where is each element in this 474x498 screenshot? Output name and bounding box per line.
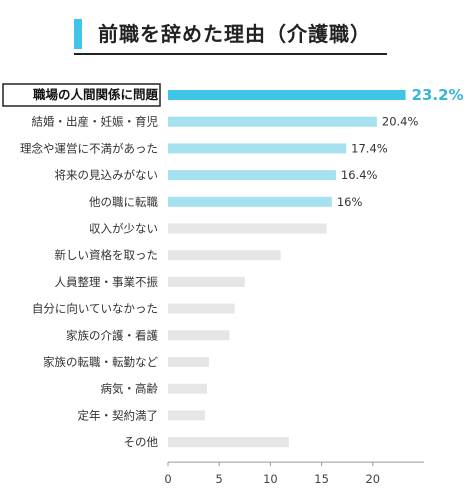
bar-13 [168, 437, 289, 448]
bar-12 [168, 410, 205, 421]
title-accent-bar [74, 19, 82, 49]
category-label-5: 収入が少ない [89, 222, 158, 236]
category-label-7: 人員整理・事業不振 [55, 275, 159, 289]
bar-3 [168, 170, 336, 181]
x-tick-label-1: 5 [216, 472, 223, 486]
x-tick-label-0: 0 [164, 472, 171, 486]
category-label-13: その他 [124, 435, 159, 449]
category-label-11: 病気・高齢 [101, 382, 159, 396]
x-tick-label-4: 20 [365, 472, 380, 486]
category-label-1: 結婚・出産・妊娠・育児 [32, 115, 159, 129]
bar-4 [168, 196, 332, 207]
bar-8 [168, 303, 235, 314]
value-label-3: 16.4% [341, 168, 378, 182]
bar-0 [168, 90, 406, 100]
category-label-12: 定年・契約満了 [78, 408, 159, 422]
category-label-6: 新しい資格を取った [55, 248, 159, 262]
bar-1 [168, 116, 377, 127]
bar-7 [168, 276, 245, 287]
highlight-label-box [2, 83, 161, 107]
bar-6 [168, 250, 281, 261]
category-label-3: 将来の見込みがない [55, 168, 159, 182]
title-box: 前職を辞めた理由（介護職） [74, 15, 387, 55]
chart-title: 前職を辞めた理由（介護職） [98, 22, 371, 46]
value-label-1: 20.4% [382, 115, 419, 129]
value-label-4: 16% [337, 195, 363, 209]
bar-2 [168, 143, 347, 154]
bar-5 [168, 223, 327, 234]
category-label-8: 自分に向いていなかった [32, 302, 158, 316]
x-tick-label-3: 15 [314, 472, 329, 486]
value-label-2: 17.4% [351, 141, 388, 155]
bar-11 [168, 383, 207, 394]
category-label-2: 理念や運営に不満があった [20, 141, 158, 155]
category-label-0: 職場の人間関係に問題 [33, 87, 159, 102]
bar-9 [168, 330, 230, 341]
category-label-9: 家族の介護・看護 [66, 328, 158, 342]
category-label-10: 家族の転職・転勤など [43, 355, 158, 369]
category-label-4: 他の職に転職 [89, 195, 158, 209]
x-tick-label-2: 10 [263, 472, 278, 486]
bar-10 [168, 357, 209, 367]
value-label-0: 23.2% [412, 86, 464, 104]
